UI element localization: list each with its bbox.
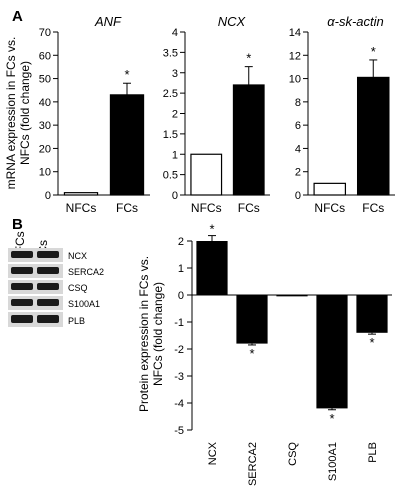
y-tick-label-1: 1.5 — [163, 129, 178, 141]
y-tick-label-0: 30 — [39, 120, 51, 132]
panel-b-ylabel-line2: NFCs (fold change) — [151, 282, 165, 386]
bar-0-0 — [63, 192, 99, 196]
blot-row-label-3: S100A1 — [68, 299, 100, 309]
significance-star-0-1: * — [124, 67, 129, 82]
significance-star-b-3: * — [329, 411, 334, 426]
blot-band-nfc-4 — [11, 315, 33, 323]
bar-b-2 — [276, 295, 308, 297]
blot-band-fc-3 — [37, 299, 59, 306]
category-label-1-1: FCs — [238, 201, 260, 215]
significance-star-1-1: * — [246, 51, 251, 66]
y-tick-label-2: 12 — [289, 50, 301, 62]
y-tick-label-b: -5 — [174, 425, 184, 437]
panel-a-ylabel-line2: NFCs (fold change) — [18, 61, 32, 165]
bar-2-0 — [313, 182, 347, 196]
y-tick-label-1: 4 — [172, 27, 178, 39]
blot-band-fc-2 — [37, 283, 59, 290]
y-tick-label-b: -4 — [174, 398, 184, 410]
y-tick-label-b: -3 — [174, 371, 184, 383]
significance-star-b-1: * — [249, 346, 254, 361]
bar-2-1 — [356, 76, 390, 196]
bar-1-1 — [232, 84, 265, 196]
y-tick-label-0: 70 — [39, 27, 51, 39]
chart-title-2: α-sk-actin — [327, 14, 384, 29]
panel-a-label: A — [12, 8, 23, 25]
y-tick-label-1: 3 — [172, 68, 178, 80]
blot-row-label-0: NCX — [68, 251, 87, 261]
y-tick-label-b: 1 — [178, 263, 184, 275]
blot-row-label-4: PLB — [68, 316, 85, 326]
category-label-b-1: SERCA2 — [247, 442, 259, 486]
y-tick-label-1: 2.5 — [163, 88, 178, 100]
chart-title-1: NCX — [218, 14, 247, 29]
category-label-2-1: FCs — [362, 201, 384, 215]
blot-row-label-2: CSQ — [68, 283, 88, 293]
blot-band-nfc-1 — [11, 267, 33, 274]
chart-title-0: ANF — [94, 14, 122, 29]
y-tick-label-2: 6 — [295, 120, 301, 132]
y-tick-label-0: 40 — [39, 97, 51, 109]
significance-star-b-0: * — [209, 222, 214, 237]
y-tick-label-0: 20 — [39, 143, 51, 155]
y-tick-label-1: 3.5 — [163, 47, 178, 59]
panel-a-ylabel-line1: mRNA expression in FCs vs. — [4, 37, 18, 190]
panel-b-label: B — [12, 216, 23, 233]
category-label-b-0: NCX — [207, 441, 219, 465]
blot-band-fc-1 — [37, 267, 59, 274]
panel-b-ylabel-line1: Protein expression in FCs vs. — [137, 256, 151, 412]
category-label-0-1: FCs — [116, 201, 138, 215]
significance-star-2-1: * — [371, 44, 376, 59]
y-tick-label-2: 14 — [289, 27, 301, 39]
y-tick-label-0: 10 — [39, 167, 51, 179]
category-label-b-4: PLB — [367, 442, 379, 463]
bar-1-0 — [190, 153, 223, 196]
blot-band-nfc-2 — [11, 283, 33, 290]
y-tick-label-0: 60 — [39, 50, 51, 62]
y-tick-label-1: 0.5 — [163, 170, 178, 182]
y-tick-label-1: 0 — [172, 190, 178, 202]
y-tick-label-0: 0 — [45, 190, 51, 202]
bar-b-3 — [316, 295, 348, 409]
blot-row-label-1: SERCA2 — [68, 267, 104, 277]
category-label-1-0: NFCs — [191, 201, 222, 215]
category-label-b-3: S100A1 — [327, 442, 339, 481]
y-tick-label-1: 2 — [172, 109, 178, 121]
y-tick-label-b: 2 — [178, 236, 184, 248]
blot-band-fc-0 — [37, 251, 59, 258]
category-label-b-2: CSQ — [287, 442, 299, 466]
bar-b-0 — [196, 241, 228, 295]
blot-band-nfc-0 — [11, 251, 33, 258]
y-tick-label-0: 50 — [39, 74, 51, 86]
y-tick-label-2: 0 — [295, 190, 301, 202]
y-tick-label-b: -1 — [174, 317, 184, 329]
category-label-2-0: NFCs — [314, 201, 345, 215]
y-tick-label-2: 2 — [295, 167, 301, 179]
y-tick-label-2: 4 — [295, 143, 301, 155]
bar-b-1 — [236, 295, 268, 344]
bar-0-1 — [109, 94, 145, 196]
significance-star-b-4: * — [369, 335, 374, 350]
y-tick-label-2: 10 — [289, 74, 301, 86]
y-tick-label-b: -2 — [174, 344, 184, 356]
blot-band-fc-4 — [37, 315, 59, 323]
y-tick-label-1: 1 — [172, 149, 178, 161]
y-tick-label-2: 8 — [295, 97, 301, 109]
blot-band-nfc-3 — [11, 299, 33, 306]
bar-b-4 — [356, 295, 388, 333]
category-label-0-0: NFCs — [66, 201, 97, 215]
y-tick-label-b: 0 — [178, 290, 184, 302]
